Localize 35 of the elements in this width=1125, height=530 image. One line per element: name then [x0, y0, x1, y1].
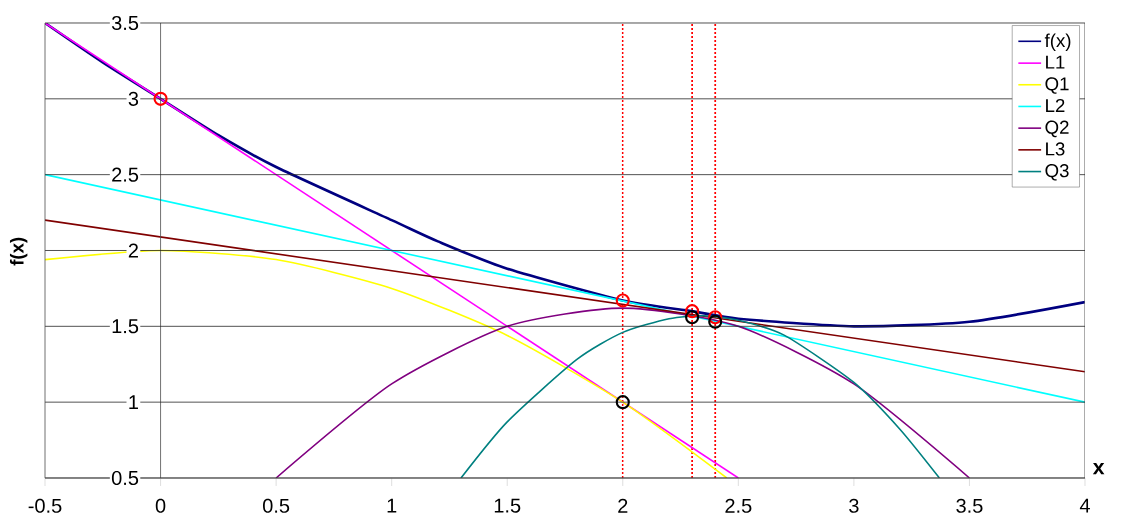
- x-axis-title: x: [1092, 463, 1105, 475]
- x-tick-label: 0: [155, 498, 166, 513]
- y-tick-label: 2: [128, 243, 138, 258]
- legend-label: f(x): [1044, 33, 1071, 51]
- point: [153, 91, 168, 106]
- point: [685, 310, 700, 325]
- y-axis-title: f(x): [9, 237, 28, 266]
- line-series: [275, 307, 971, 478]
- line-series: [460, 314, 941, 478]
- point: [615, 293, 630, 308]
- legend-label: Q3: [1045, 164, 1069, 181]
- y-tick-label: 2.5: [112, 167, 139, 182]
- y-tick-label: 0.5: [111, 470, 139, 486]
- x-tick-label: 3: [849, 498, 859, 513]
- point: [685, 304, 700, 319]
- point: [708, 310, 723, 325]
- x-tick-label: 4: [1079, 498, 1090, 513]
- x-tick-label: 3.5: [956, 498, 983, 513]
- point: [615, 395, 630, 410]
- point: [708, 314, 723, 329]
- y-tick-label: 3.5: [111, 15, 139, 31]
- x-tick-label: 0.5: [262, 498, 290, 513]
- x-tick-label: 1: [387, 498, 397, 513]
- legend-label: Q2: [1045, 120, 1069, 138]
- y-tick-label: 3: [128, 91, 139, 106]
- legend-label: L3: [1046, 142, 1065, 156]
- y-tick-label: 1.5: [112, 319, 139, 334]
- x-tick-label: 2.5: [725, 498, 752, 513]
- legend-label: Q1: [1045, 77, 1069, 94]
- y-tick-label: 1: [129, 395, 138, 410]
- x-tick-label: 1.5: [494, 498, 521, 513]
- legend-label: L1: [1046, 55, 1065, 69]
- x-tick-label: 2: [618, 498, 628, 513]
- legend-label: L2: [1046, 98, 1065, 112]
- x-tick-label: -0.5: [28, 498, 62, 513]
